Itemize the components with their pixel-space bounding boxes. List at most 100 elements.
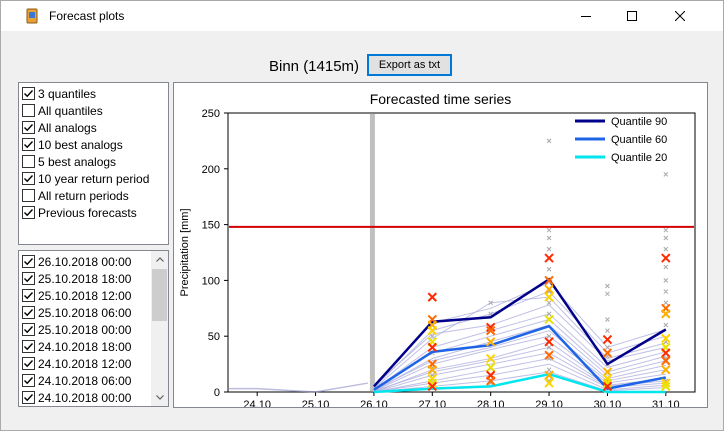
analog-point	[429, 333, 435, 339]
previous-forecast-marker	[661, 356, 671, 366]
previous-forecast-marker	[661, 253, 671, 263]
analog-point	[663, 289, 669, 294]
checkbox[interactable]	[22, 272, 35, 285]
legend-label: Quantile 60	[611, 134, 667, 146]
checkbox[interactable]	[22, 255, 35, 268]
window-title: Forecast plots	[49, 9, 125, 23]
date-item[interactable]: 25.10.2018 12:00	[22, 287, 131, 304]
previous-forecast-marker	[544, 314, 554, 325]
date-item[interactable]: 25.10.2018 06:00	[22, 304, 131, 321]
date-label: 25.10.2018 12:00	[38, 288, 132, 303]
date-label: 25.10.2018 00:00	[38, 322, 132, 337]
analog-point	[546, 345, 552, 350]
previous-forecast-marker	[427, 378, 438, 388]
checkmark-icon	[24, 124, 34, 132]
date-item[interactable]: 25.10.2018 18:00	[22, 270, 131, 287]
chevron-down-icon	[155, 395, 164, 400]
previous-forecast-marker	[544, 275, 554, 286]
analog-line	[373, 371, 666, 393]
checkbox[interactable]	[22, 391, 35, 404]
analog-point	[546, 235, 552, 241]
date-item[interactable]: 24.10.2018 18:00	[22, 338, 131, 355]
option-all-return-periods[interactable]: All return periods	[22, 187, 129, 204]
option-label: 5 best analogs	[38, 154, 117, 169]
scroll-down-button[interactable]	[151, 389, 168, 406]
checkmark-icon	[24, 377, 34, 385]
export-txt-button[interactable]: Export as txt	[367, 54, 452, 76]
close-button[interactable]	[657, 1, 703, 31]
x-tick-label: 31.10	[652, 399, 680, 407]
minimize-button[interactable]	[563, 1, 609, 31]
analog-line	[373, 330, 666, 391]
analog-point	[663, 300, 669, 306]
maximize-button[interactable]	[609, 1, 655, 31]
checkmark-icon	[24, 309, 34, 317]
analog-point	[663, 278, 669, 283]
option-label: Previous forecasts	[38, 205, 137, 220]
previous-forecast-marker	[602, 378, 613, 388]
x-tick-label: 26.10	[360, 399, 388, 407]
series-line	[373, 324, 667, 391]
date-item[interactable]: 24.10.2018 00:00	[22, 389, 131, 406]
checkbox[interactable]	[22, 172, 35, 185]
scroll-up-button[interactable]	[151, 251, 168, 268]
checkbox[interactable]	[22, 87, 35, 100]
option-all-quantiles[interactable]: All quantiles	[22, 102, 103, 119]
checkmark-icon	[24, 175, 34, 183]
previous-forecast-marker	[427, 381, 438, 392]
analog-point	[663, 246, 669, 252]
date-item[interactable]: 24.10.2018 06:00	[22, 372, 131, 389]
checkbox[interactable]	[22, 138, 35, 151]
y-tick-label: 100	[202, 275, 220, 287]
previous-forecast-marker	[485, 353, 496, 364]
option-5-best-analogs[interactable]: 5 best analogs	[22, 153, 116, 170]
option-10-best-analogs[interactable]: 10 best analogs	[22, 136, 123, 153]
previous-forecast-marker	[485, 362, 496, 373]
forecast-dates-list: 26.10.2018 00:00 25.10.2018 18:00 25.10.…	[18, 250, 169, 407]
date-label: 25.10.2018 18:00	[38, 271, 132, 286]
previous-forecast-marker	[427, 292, 438, 302]
date-label: 24.10.2018 18:00	[38, 339, 132, 354]
option-10-year-return-period[interactable]: 10 year return period	[22, 170, 149, 187]
option-all-analogs[interactable]: All analogs	[22, 119, 97, 136]
checkbox[interactable]	[22, 104, 35, 117]
option-previous-forecasts[interactable]: Previous forecasts	[22, 204, 137, 221]
date-item[interactable]: 26.10.2018 00:00	[22, 253, 131, 270]
analog-point	[546, 367, 552, 373]
checkmark-icon	[24, 343, 34, 351]
checkbox[interactable]	[22, 289, 35, 302]
checkbox[interactable]	[22, 206, 35, 219]
analog-line	[373, 290, 666, 388]
checkmark-icon	[24, 209, 34, 217]
analog-line	[373, 352, 666, 393]
checkbox[interactable]	[22, 189, 35, 202]
previous-forecast-marker	[544, 292, 554, 302]
analog-point	[663, 322, 669, 328]
plot-area: Forecasted time series 0 50 100 150 200 250 24…	[173, 82, 708, 408]
close-icon	[675, 11, 685, 21]
previous-forecast-marker	[544, 284, 554, 295]
analog-point	[605, 283, 610, 289]
checkbox[interactable]	[22, 374, 35, 387]
checkbox[interactable]	[22, 323, 35, 336]
series-line	[373, 277, 667, 388]
checkbox[interactable]	[22, 340, 35, 353]
date-item[interactable]: 25.10.2018 00:00	[22, 321, 131, 338]
option-3-quantiles[interactable]: 3 quantiles	[22, 85, 96, 102]
checkbox[interactable]	[22, 155, 35, 168]
checkbox[interactable]	[22, 306, 35, 319]
checkbox[interactable]	[22, 121, 35, 134]
analog-point	[663, 235, 669, 241]
option-label: 10 best analogs	[38, 137, 123, 152]
forecast-start-marker	[369, 114, 375, 391]
analog-point	[546, 333, 552, 339]
dates-scrollbar[interactable]	[151, 251, 168, 406]
option-label: 3 quantiles	[38, 86, 97, 101]
scroll-thumb[interactable]	[152, 269, 167, 321]
analog-line	[373, 296, 666, 390]
date-item[interactable]: 24.10.2018 12:00	[22, 355, 131, 372]
previous-forecast-marker	[544, 378, 554, 388]
chevron-up-icon	[155, 257, 164, 262]
checkbox[interactable]	[22, 357, 35, 370]
